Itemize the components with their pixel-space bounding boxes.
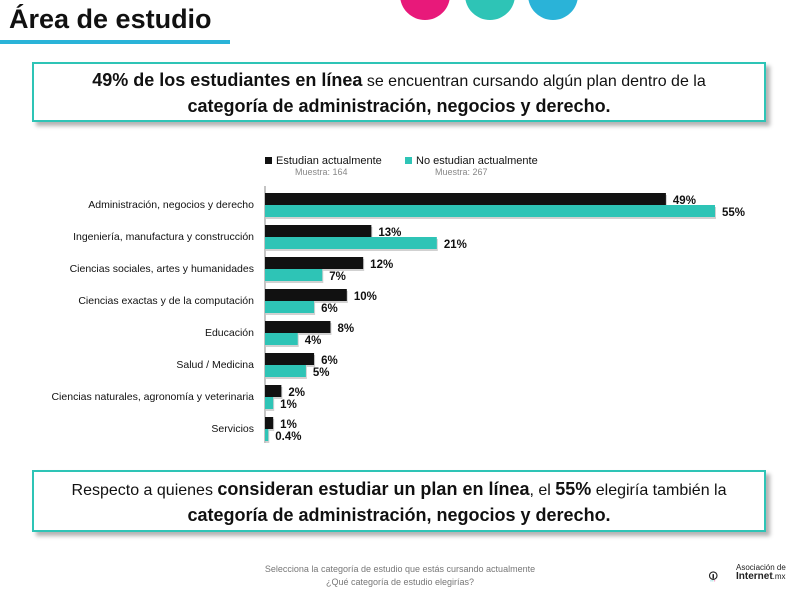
- logo-line-2-suffix: .mx: [772, 572, 786, 581]
- callout-bottom-category: categoría de administración, negocios y …: [187, 505, 611, 525]
- callout-top-text: se encuentran cursando algún plan dentro…: [362, 73, 706, 90]
- footer-question-2: ¿Qué categoría de estudio elegirías?: [325, 577, 475, 587]
- category-label: Salud / Medicina: [176, 359, 254, 371]
- callout-top-highlight: 49% de los estudiantes en línea: [92, 70, 363, 90]
- bar-not-current: [265, 301, 315, 313]
- bar-current: [265, 385, 282, 397]
- bar-not-current: [265, 429, 269, 441]
- bar-current: [265, 257, 364, 269]
- bar-not-current: [265, 333, 298, 345]
- decor-dot-teal: [465, 0, 515, 20]
- bar-not-current: [265, 365, 306, 377]
- decor-dot-blue: [528, 0, 578, 20]
- footer-question-1: Selecciona la categoría de estudio que e…: [264, 564, 536, 574]
- legend-label-2: No estudian actualmente: [416, 155, 538, 167]
- bar-not-current: [265, 269, 323, 281]
- data-label: 49%: [673, 195, 696, 207]
- decor-dot-pink: [400, 0, 450, 20]
- bar-not-current: [265, 397, 274, 409]
- page-title: Área de estudio: [9, 4, 212, 34]
- category-label: Ingeniería, manufactura y construcción: [73, 231, 254, 243]
- data-label: 10%: [354, 291, 377, 303]
- data-label: 8%: [337, 323, 354, 335]
- callout-bottom: Respecto a quienes consideran estudiar u…: [32, 470, 766, 532]
- category-label: Servicios: [211, 423, 254, 435]
- data-label: 1%: [280, 419, 297, 431]
- category-label: Ciencias sociales, artes y humanidades: [70, 263, 254, 275]
- logo-text: Asociación de Internet.mx: [736, 563, 786, 582]
- callout-bottom-text-2: , el: [529, 482, 556, 499]
- bar-not-current: [265, 237, 437, 249]
- bar-current: [265, 193, 666, 205]
- category-label: Educación: [205, 327, 254, 339]
- callout-bottom-percent: 55%: [555, 479, 592, 499]
- data-label: 5%: [313, 367, 330, 379]
- title-underline: [0, 40, 230, 44]
- legend-swatch-1: [265, 157, 272, 164]
- callout-bottom-highlight-1: consideran estudiar un plan en línea: [217, 479, 530, 499]
- data-label: 0.4%: [275, 431, 301, 443]
- data-label: 7%: [329, 271, 346, 283]
- logo-line-2: Internet: [736, 571, 773, 582]
- data-label: 13%: [378, 227, 401, 239]
- data-label: 12%: [370, 259, 393, 271]
- callout-bottom-text-1: Respecto a quienes: [71, 482, 218, 499]
- category-label: Administración, negocios y derecho: [88, 199, 254, 211]
- bar-current: [265, 321, 331, 333]
- data-label: 21%: [444, 239, 467, 251]
- logo-line-1: Asociación de: [736, 563, 786, 572]
- bar-not-current: [265, 205, 715, 217]
- bar-current: [265, 225, 372, 237]
- data-label: 6%: [321, 355, 338, 367]
- bar-current: [265, 353, 315, 365]
- callout-top-category: categoría de administración, negocios y …: [187, 96, 611, 116]
- data-label: 55%: [722, 207, 745, 219]
- data-label: 2%: [288, 387, 305, 399]
- callout-top: 49% de los estudiantes en línea se encue…: [32, 62, 766, 122]
- callout-bottom-text-3: elegiría también la: [591, 482, 727, 499]
- bar-current: [265, 289, 347, 301]
- data-label: 1%: [280, 399, 297, 411]
- bar-current: [265, 417, 274, 429]
- legend-sample-2: Muestra: 267: [435, 167, 488, 177]
- data-label: 6%: [321, 303, 338, 315]
- legend-sample-1: Muestra: 164: [295, 167, 348, 177]
- legend-swatch-2: [405, 157, 412, 164]
- data-label: 4%: [305, 335, 322, 347]
- legend-label-1: Estudian actualmente: [276, 155, 382, 167]
- category-label: Ciencias naturales, agronomía y veterina…: [51, 391, 254, 403]
- logo-icon: [708, 571, 718, 582]
- category-label: Ciencias exactas y de la computación: [78, 295, 254, 307]
